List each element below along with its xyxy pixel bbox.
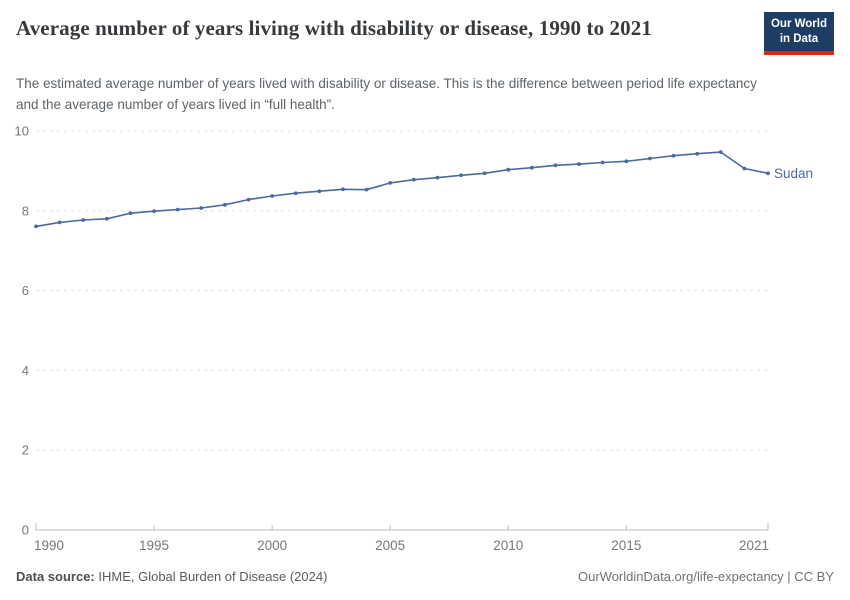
data-point-2016[interactable] [648, 156, 652, 161]
page-title: Average number of years living with disa… [16, 16, 652, 40]
data-point-1998[interactable] [223, 202, 227, 207]
x-tick-label-2021: 2021 [739, 538, 769, 553]
data-point-2002[interactable] [317, 189, 322, 194]
data-point-2013[interactable] [577, 162, 581, 167]
owid-logo-line1: Our World [770, 18, 827, 30]
data-point-2007[interactable] [435, 175, 440, 180]
x-tick-label-1995: 1995 [139, 538, 169, 553]
credit-link[interactable]: OurWorldinData.org/life-expectancy | CC … [577, 569, 834, 584]
data-point-2004[interactable] [364, 187, 369, 192]
data-point-1990[interactable] [34, 224, 38, 229]
data-point-2009[interactable] [482, 171, 487, 176]
data-point-1994[interactable] [128, 211, 133, 216]
y-tick-label-2: 2 [22, 443, 29, 458]
data-point-2018[interactable] [695, 151, 700, 156]
chart-canvas[interactable]: 0 2 4 6 8 10 1990 1995 2000 2005 2010 2015 2021 Sudan [0, 118, 850, 568]
data-point-2005[interactable] [388, 180, 393, 185]
data-point-2010[interactable] [506, 167, 511, 172]
y-tick-label-8: 8 [22, 203, 29, 218]
data-point-1999[interactable] [246, 197, 251, 202]
data-point-2021[interactable] [766, 171, 770, 176]
data-point-2008[interactable] [459, 173, 463, 178]
data-point-2011[interactable] [529, 165, 534, 170]
data-point-1996[interactable] [175, 207, 180, 212]
y-tick-label-0: 0 [22, 523, 29, 538]
data-point-1995[interactable] [152, 209, 156, 214]
data-point-2003[interactable] [341, 187, 345, 192]
data-point-2000[interactable] [270, 194, 275, 198]
data-point-2017[interactable] [671, 153, 676, 158]
x-tick-label-2000: 2000 [257, 538, 287, 553]
chart-subtitle: The estimated average number of years li… [16, 76, 757, 112]
data-point-1997[interactable] [199, 206, 204, 210]
owid-logo-line2: in Data [779, 32, 819, 45]
x-tick-label-2015: 2015 [611, 538, 641, 553]
data-point-2006[interactable] [411, 177, 416, 182]
data-point-2020[interactable] [742, 166, 747, 171]
y-tick-label-4: 4 [22, 363, 29, 378]
data-point-2014[interactable] [600, 160, 605, 165]
x-tick-label-1990: 1990 [34, 538, 64, 553]
data-point-1991[interactable] [57, 220, 62, 225]
data-source-text: IHME, Global Burden of Disease (2024) [94, 569, 328, 584]
data-source-note: Data source: IHME, Global Burden of Dise… [16, 569, 327, 584]
data-point-1992[interactable] [81, 218, 86, 222]
data-source-label: Data source: [16, 569, 95, 584]
data-point-1993[interactable] [104, 216, 109, 221]
entity-label-sudan[interactable]: Sudan [774, 166, 813, 181]
x-tick-label-2005: 2005 [375, 538, 405, 553]
data-point-2019[interactable] [718, 150, 723, 155]
line-series-sudan[interactable] [35, 151, 769, 228]
x-tick-label-2010: 2010 [493, 538, 523, 553]
data-point-2015[interactable] [624, 159, 629, 164]
data-point-2001[interactable] [293, 191, 298, 196]
y-tick-label-6: 6 [22, 283, 29, 298]
y-tick-label-10: 10 [15, 124, 29, 139]
owid-logo[interactable]: Our World in Data [763, 12, 834, 55]
data-point-2012[interactable] [553, 163, 558, 168]
